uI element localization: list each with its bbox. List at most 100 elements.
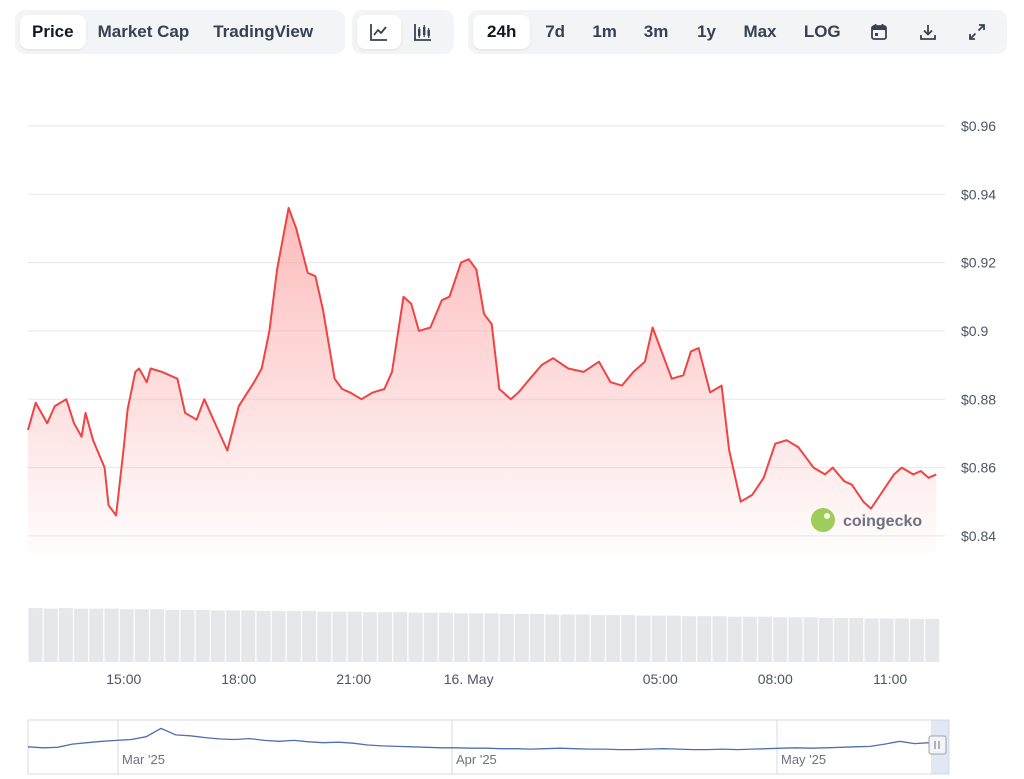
volume-bar xyxy=(925,619,940,662)
range-3m[interactable]: 3m xyxy=(643,22,669,41)
calendar-icon xyxy=(871,24,888,40)
y-tick-label: $0.9 xyxy=(961,323,988,339)
y-tick-label: $0.92 xyxy=(961,255,996,271)
range-max[interactable]: Max xyxy=(743,22,777,41)
chart-type-group xyxy=(352,10,454,54)
volume-bar xyxy=(454,613,469,662)
y-tick-label: $0.96 xyxy=(961,118,996,134)
volume-bar xyxy=(727,616,742,662)
volume-bar xyxy=(423,612,438,662)
coingecko-watermark: coingecko xyxy=(811,508,922,532)
volume-bar xyxy=(302,610,317,662)
volume-bar xyxy=(378,612,393,662)
navigator-label: May '25 xyxy=(781,752,826,767)
volume-bar xyxy=(241,610,256,662)
range-24h[interactable]: 24h xyxy=(473,15,531,49)
volume-bar xyxy=(773,617,788,662)
volume-bar xyxy=(317,611,332,662)
line-chart-icon xyxy=(370,24,387,41)
tab-market-cap[interactable]: Market Cap xyxy=(97,22,190,41)
volume-bar xyxy=(58,608,73,662)
volume-bar xyxy=(180,609,195,662)
date-range-button[interactable] xyxy=(855,15,904,49)
volume-bar xyxy=(894,618,909,662)
range-1y[interactable]: 1y xyxy=(697,22,717,41)
volume-bar xyxy=(758,616,773,662)
volume-bar xyxy=(590,615,605,662)
volume-bar xyxy=(469,613,484,662)
volume-bar xyxy=(134,609,149,662)
download-icon xyxy=(920,25,937,40)
x-tick-label: 08:00 xyxy=(758,671,793,687)
y-tick-label: $0.94 xyxy=(961,186,996,202)
download-button[interactable] xyxy=(904,15,953,49)
volume-bar xyxy=(575,614,590,662)
volume-bar xyxy=(818,617,833,662)
x-tick-label: 15:00 xyxy=(106,671,141,687)
volume-bar xyxy=(636,615,651,662)
volume-bar xyxy=(256,610,271,662)
candlestick-chart-icon xyxy=(414,24,431,41)
range-1m[interactable]: 1m xyxy=(592,22,617,41)
volume-bars xyxy=(28,608,940,662)
y-axis: $0.96 $0.94 $0.92 $0.9 $0.88 $0.86 $0.84 xyxy=(961,118,996,544)
x-tick-label: 16. May xyxy=(444,671,494,687)
volume-bar xyxy=(788,617,803,662)
volume-bar xyxy=(514,613,529,662)
x-tick-label: 11:00 xyxy=(873,671,907,687)
volume-bar xyxy=(271,610,286,662)
watermark-text: coingecko xyxy=(843,513,922,530)
metric-tab-group: Price Market Cap TradingView xyxy=(15,10,345,54)
volume-bar xyxy=(438,612,453,662)
volume-bar xyxy=(150,609,165,662)
volume-bar xyxy=(362,612,377,662)
y-tick-label: $0.86 xyxy=(961,460,996,476)
price-chart[interactable]: $0.96 $0.94 $0.92 $0.9 $0.88 $0.86 $0.84 15:00… xyxy=(0,60,1024,779)
log-scale-toggle[interactable]: LOG xyxy=(803,22,841,41)
price-area xyxy=(28,207,937,553)
x-tick-label: 05:00 xyxy=(643,671,678,687)
y-tick-label: $0.88 xyxy=(961,391,996,407)
fullscreen-button[interactable] xyxy=(953,15,1002,49)
volume-bar xyxy=(332,611,347,662)
price-area-fill xyxy=(28,207,937,553)
candlestick-chart-button[interactable] xyxy=(401,15,445,49)
volume-bar xyxy=(226,610,241,662)
volume-bar xyxy=(28,608,43,662)
volume-bar xyxy=(530,613,545,662)
volume-bar xyxy=(697,616,712,662)
tab-tradingview[interactable]: TradingView xyxy=(213,22,314,41)
volume-bar xyxy=(834,617,849,662)
price-line-layer xyxy=(27,206,937,517)
volume-bar xyxy=(43,608,58,662)
tab-price[interactable]: Price xyxy=(20,15,86,49)
volume-bar xyxy=(879,618,894,662)
volume-bar xyxy=(210,610,225,662)
volume-bar xyxy=(560,614,575,662)
volume-bar xyxy=(803,617,818,662)
range-navigator[interactable]: Mar '25 Apr '25 May '25 xyxy=(27,719,950,775)
navigator-line xyxy=(27,727,945,751)
volume-bar xyxy=(484,613,499,662)
volume-bar xyxy=(195,609,210,662)
navigator-label: Mar '25 xyxy=(122,752,165,767)
x-tick-label: 18:00 xyxy=(221,671,256,687)
volume-bar xyxy=(393,612,408,662)
volume-bar xyxy=(910,619,925,662)
volume-bar xyxy=(104,608,119,662)
volume-bar xyxy=(864,618,879,662)
range-7d[interactable]: 7d xyxy=(545,22,566,41)
volume-bar xyxy=(651,615,666,662)
volume-bar xyxy=(74,608,89,662)
price-line xyxy=(27,206,937,517)
volume-bar xyxy=(286,610,301,662)
line-chart-button[interactable] xyxy=(357,15,401,49)
volume-bar xyxy=(545,614,560,662)
y-tick-label: $0.84 xyxy=(961,528,996,544)
navigator-handle[interactable] xyxy=(928,735,947,755)
x-axis: 15:00 18:00 21:00 16. May 05:00 08:00 11:00 xyxy=(106,671,907,687)
range-tab-group: 24h 7d 1m 3m 1y Max LOG xyxy=(468,10,1007,54)
expand-icon xyxy=(969,24,986,40)
volume-bar xyxy=(666,615,681,662)
volume-bar xyxy=(742,616,757,662)
